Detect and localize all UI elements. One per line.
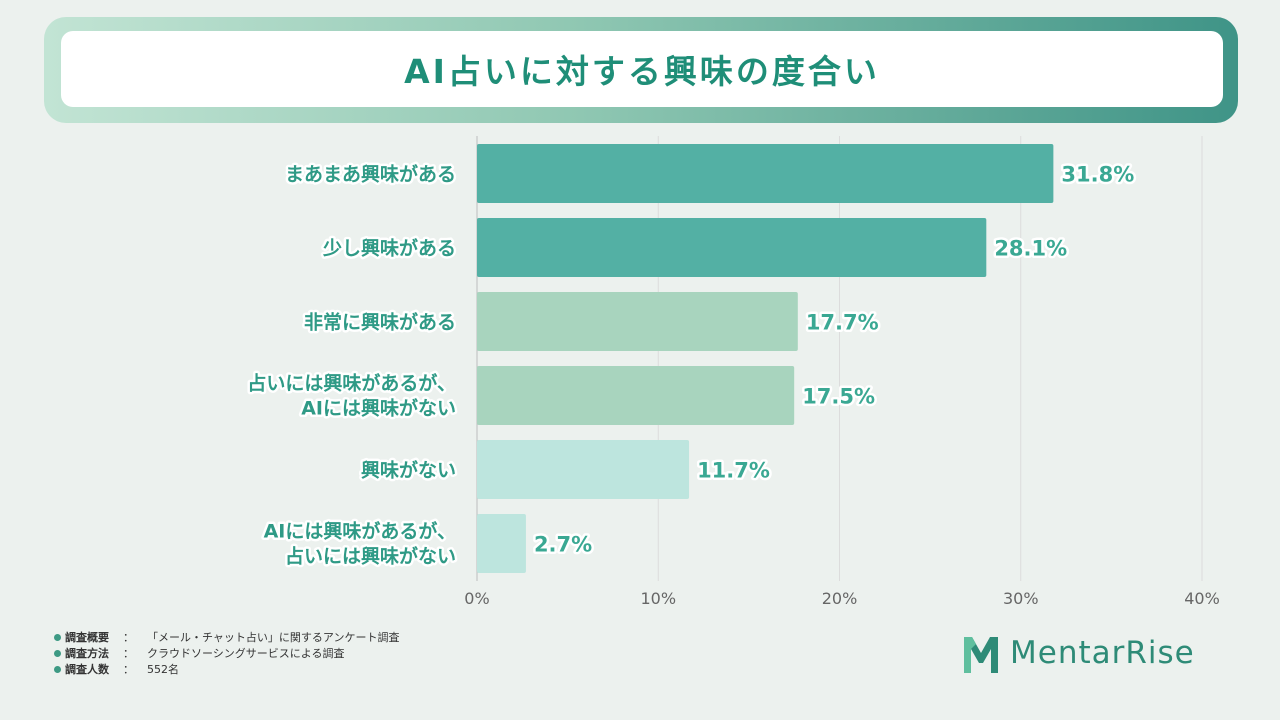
data-label: 31.8% <box>1061 163 1134 187</box>
bullet-dot <box>54 633 61 641</box>
category-label: まあまあ興味がある <box>285 163 456 186</box>
data-label: 28.1% <box>994 237 1067 261</box>
category-label: 興味がない <box>361 459 456 482</box>
bar <box>477 366 795 425</box>
title-box: AI占いに対する興味の度合い <box>61 31 1223 107</box>
note-value: 「メール・チャット占い」に関するアンケート調査 <box>147 631 400 644</box>
category-label: 非常に興味がある <box>304 311 456 334</box>
note-separator: ： <box>123 631 134 644</box>
bar-chart: 0% 10% 20% 30% 40% 31.8% まあまあ興味がある 28.1% 少し興味がある… <box>245 136 1220 608</box>
data-label: 17.5% <box>802 385 875 409</box>
category-label: 少し興味がある <box>322 237 456 260</box>
x-tick-label: 40% <box>1184 589 1220 608</box>
chart-title: AI占いに対する興味の度合い <box>404 52 880 91</box>
mentarrise-logo-icon <box>964 637 998 673</box>
data-label: 17.7% <box>806 311 879 335</box>
note-row-method: 調査方法 ： クラウドソーシングサービスによる調査 <box>54 645 399 661</box>
bar <box>477 514 526 573</box>
x-tick-label: 30% <box>1003 589 1039 608</box>
note-value: クラウドソーシングサービスによる調査 <box>147 647 345 660</box>
category-label: AIには興味があるが、占いには興味がない <box>264 520 456 568</box>
note-row-overview: 調査概要 ： 「メール・チャット占い」に関するアンケート調査 <box>54 629 399 645</box>
note-separator: ： <box>123 663 134 676</box>
x-tick-label: 10% <box>640 589 676 608</box>
bar <box>477 440 690 499</box>
bar <box>477 144 1054 203</box>
bullet-dot <box>54 665 61 673</box>
bar <box>477 218 987 277</box>
data-label: 11.7% <box>697 459 770 483</box>
note-key: 調査方法 <box>65 647 109 660</box>
logo-text: MentarRise <box>1010 635 1195 671</box>
bullet-dot <box>54 649 61 657</box>
x-tick-label: 0% <box>464 589 489 608</box>
category-label: 占いには興味があるが、 AIには興味がない <box>247 372 456 420</box>
note-key: 調査人数 <box>65 663 109 676</box>
note-row-count: 調査人数 ： 552名 <box>54 661 399 677</box>
note-value: 552名 <box>147 663 179 676</box>
x-tick-label: 20% <box>822 589 858 608</box>
data-label: 2.7% <box>534 533 592 557</box>
note-key: 調査概要 <box>65 631 109 644</box>
survey-notes: 調査概要 ： 「メール・チャット占い」に関するアンケート調査 調査方法 ： クラ… <box>54 629 399 677</box>
note-separator: ： <box>123 647 134 660</box>
brand-logo: MentarRise <box>960 631 1195 675</box>
bar <box>477 292 798 351</box>
